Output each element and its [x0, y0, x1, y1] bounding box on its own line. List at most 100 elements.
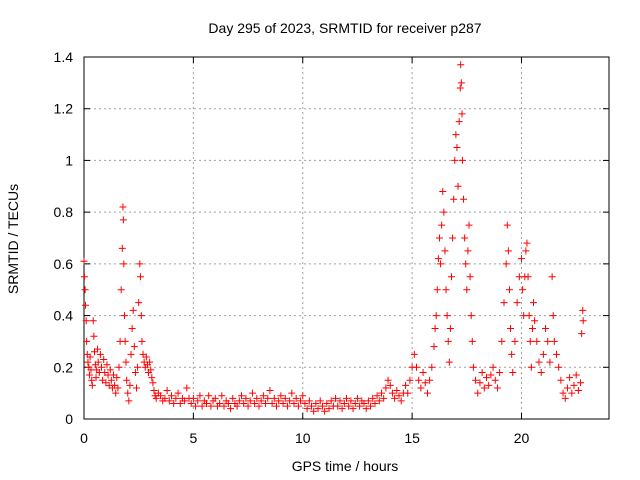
- data-point: [458, 110, 466, 118]
- data-point: [152, 394, 160, 402]
- data-point: [446, 325, 454, 332]
- data-point: [125, 397, 133, 405]
- data-point: [371, 399, 379, 407]
- data-point: [382, 384, 390, 392]
- data-point: [224, 399, 232, 407]
- data-point: [149, 379, 157, 387]
- data-point: [435, 234, 443, 242]
- data-point: [115, 363, 123, 371]
- data-point: [130, 343, 138, 351]
- data-point: [519, 286, 527, 294]
- data-point: [563, 384, 571, 392]
- data-point: [474, 389, 482, 397]
- data-point: [216, 399, 224, 407]
- data-point: [574, 387, 582, 395]
- data-point: [84, 358, 92, 366]
- data-point: [107, 376, 115, 384]
- data-point: [332, 394, 340, 402]
- data-point: [137, 312, 145, 320]
- data-point: [572, 371, 580, 379]
- gridlines: [84, 57, 609, 419]
- data-point: [100, 356, 108, 364]
- data-point: [207, 402, 215, 410]
- data-point: [174, 389, 182, 397]
- data-point: [472, 376, 480, 384]
- data-point: [129, 306, 137, 314]
- data-point: [460, 195, 468, 203]
- data-points: [80, 61, 587, 415]
- data-point: [579, 317, 587, 325]
- data-point: [542, 325, 550, 332]
- x-tick-label: 5: [189, 430, 197, 446]
- data-point: [526, 337, 534, 345]
- data-point: [485, 381, 493, 389]
- data-point: [544, 337, 552, 345]
- data-point: [255, 402, 263, 410]
- data-point: [248, 389, 256, 397]
- data-point: [537, 368, 545, 376]
- data-point: [579, 306, 587, 314]
- data-point: [83, 337, 91, 345]
- data-point: [369, 394, 377, 402]
- data-point: [469, 363, 477, 371]
- data-point: [421, 379, 429, 387]
- data-point: [533, 337, 541, 345]
- data-point: [531, 317, 539, 325]
- data-point: [461, 234, 469, 242]
- data-point: [450, 195, 458, 203]
- data-point: [297, 397, 305, 405]
- data-point: [384, 376, 392, 384]
- data-point: [229, 394, 237, 402]
- data-point: [524, 273, 532, 281]
- data-point: [121, 337, 129, 345]
- data-point: [270, 394, 278, 402]
- data-point: [509, 368, 517, 376]
- data-point: [386, 381, 394, 389]
- data-point: [437, 260, 445, 268]
- data-point: [478, 368, 486, 376]
- data-point: [480, 384, 488, 392]
- data-point: [566, 374, 574, 382]
- data-point: [434, 255, 442, 263]
- data-point: [82, 301, 90, 309]
- data-point: [323, 399, 331, 407]
- data-point: [347, 397, 355, 405]
- data-point: [292, 394, 300, 402]
- y-axis-label: SRMTID / TECUs: [5, 184, 21, 294]
- data-point: [244, 402, 252, 410]
- data-point: [268, 399, 276, 407]
- data-point: [220, 402, 228, 410]
- data-point: [218, 392, 226, 400]
- data-point: [81, 286, 89, 294]
- data-point: [364, 397, 372, 405]
- data-point: [468, 337, 476, 345]
- data-point: [120, 260, 128, 268]
- data-point: [367, 402, 375, 410]
- data-point: [227, 405, 235, 413]
- data-point: [452, 131, 460, 139]
- data-point: [308, 402, 315, 410]
- data-point: [165, 397, 173, 405]
- data-point: [503, 221, 511, 229]
- data-point: [393, 387, 401, 395]
- data-point: [123, 376, 131, 384]
- data-point: [134, 363, 142, 371]
- data-point: [535, 358, 543, 366]
- data-point: [406, 376, 414, 384]
- data-point: [356, 402, 364, 410]
- data-point: [548, 273, 556, 281]
- data-point: [259, 392, 267, 400]
- data-point: [449, 234, 457, 242]
- data-point: [96, 350, 104, 358]
- data-point: [362, 405, 370, 413]
- data-point: [353, 394, 361, 402]
- data-point: [423, 389, 431, 397]
- data-point: [442, 286, 450, 294]
- data-point: [413, 363, 420, 371]
- data-point: [138, 337, 146, 345]
- data-point: [507, 325, 515, 332]
- data-point: [338, 405, 346, 413]
- y-tick-label: 0.4: [54, 308, 74, 324]
- y-tick-label: 1.4: [54, 49, 74, 65]
- data-point: [290, 399, 298, 407]
